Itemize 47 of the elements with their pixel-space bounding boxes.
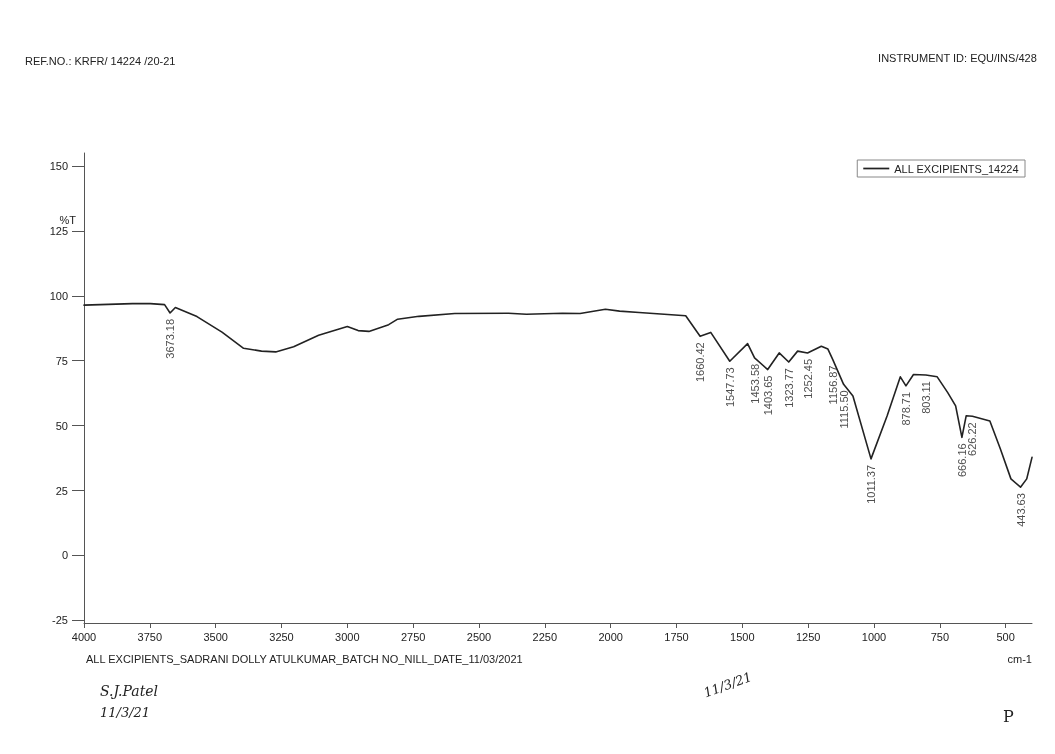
annotation: 1660.42 [694,342,707,383]
x-axis-title: cm-1 [1007,652,1032,665]
text: P [1003,706,1014,726]
y-tick-label: 50 [55,419,68,432]
annotation: 803.11 [919,381,932,414]
y-tick-label: 150 [49,159,68,172]
y-tick-label: 125 [49,224,68,237]
x-tick-label: 2500 [466,630,492,643]
x-tick-label: 3250 [269,630,294,643]
y-tick-label: 100 [49,289,68,302]
x-tick-label: 2000 [598,630,623,643]
annotation: 1547.73 [723,367,736,408]
annotation: 1252.45 [801,358,814,399]
x-tick-label: 1750 [664,630,689,643]
annotation: 1403.65 [761,375,774,416]
annotation: 1115.50 [837,390,850,429]
text: 11/3/21 [100,705,151,720]
x-tick-label: 3000 [335,630,360,643]
annotation: 1156.87 [826,365,839,405]
text: ALL EXCIPIENTS_SADRANI DOLLY ATULKUMAR_BATCH NO_NILL_DATE_11/03/2021 [86,652,523,665]
y-tick-label: 0 [61,549,68,562]
y-tick-label: 25 [55,484,68,497]
legend-label: ALL EXCIPIENTS_14224 [894,162,1019,175]
x-tick-label: 3750 [137,630,163,643]
annotation: 1011.37 [865,464,878,504]
x-tick-label: 1000 [861,630,887,643]
text: INSTRUMENT ID: EQU/INS/428 [878,51,1037,64]
annotation: 666.16 [955,443,968,477]
annotation: 3673.18 [164,318,177,359]
annotation: 1323.77 [782,368,795,408]
x-tick-label: 4000 [71,630,97,643]
x-tick-label: 2750 [400,630,426,643]
annotation: 443.63 [1014,493,1027,527]
y-axis-title: %T [59,214,77,226]
y-tick-label: 75 [55,354,68,367]
x-tick-label: 2250 [532,630,558,643]
chart-subtitle: REF.NO.: KRFR/ 14224 /20-21 [25,54,176,67]
y-tick-label: -25 [52,614,68,627]
x-tick-label: 750 [930,630,950,643]
x-tick-label: 500 [996,630,1015,643]
x-tick-label: 1250 [795,630,821,643]
annotation: 878.71 [899,391,912,426]
x-tick-label: 1500 [730,630,755,643]
annotation: 1453.58 [748,363,761,404]
text: S.J.Patel [100,683,159,699]
annotation: 626.22 [966,422,979,456]
x-tick-label: 3500 [203,630,228,643]
